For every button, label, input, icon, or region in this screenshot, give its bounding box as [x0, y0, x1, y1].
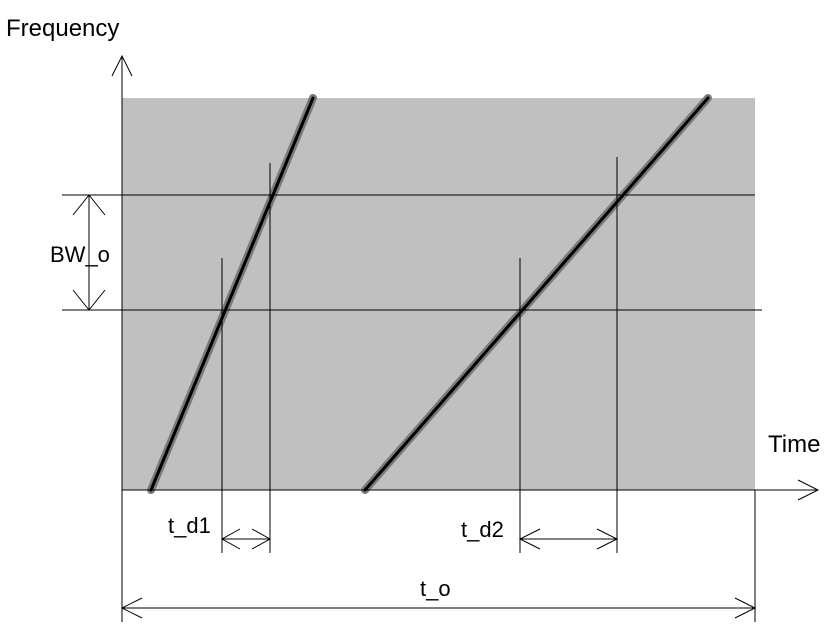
x-axis-label: Time: [768, 431, 820, 458]
observation-time-dimension-arrow: [120, 597, 757, 619]
observation-time-label: t_o: [420, 576, 451, 601]
delay-2-label: t_d2: [461, 517, 504, 542]
delay-2-dimension-arrow: [518, 528, 619, 550]
bandwidth-label: BW_o: [50, 242, 110, 267]
chirp-1: [147, 94, 317, 494]
chirp-2: [361, 94, 712, 494]
y-axis: [111, 54, 133, 490]
delay-1-dimension-arrow: [220, 528, 272, 550]
bandwidth-dimension-arrow: [72, 194, 106, 311]
x-axis: [122, 479, 820, 501]
y-axis-label: Frequency: [6, 15, 119, 42]
delay-1-label: t_d1: [168, 513, 211, 538]
